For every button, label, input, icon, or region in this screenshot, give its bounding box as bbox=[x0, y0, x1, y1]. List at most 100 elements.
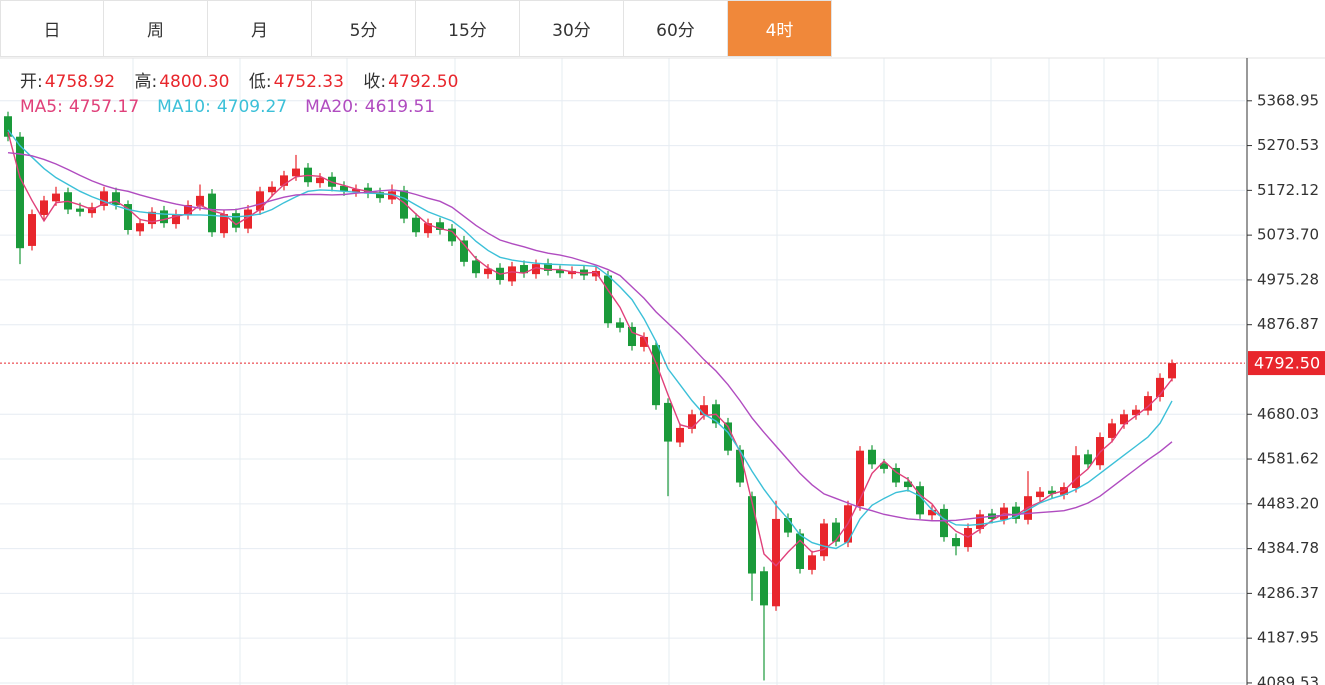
value: 4752.33 bbox=[273, 72, 344, 92]
candle-body bbox=[412, 217, 420, 233]
y-tick-label: 4581.62 bbox=[1257, 450, 1319, 468]
y-tick-label: 4384.78 bbox=[1257, 539, 1319, 557]
candle-body bbox=[532, 264, 540, 275]
period-tab[interactable]: 4时 bbox=[728, 0, 832, 57]
candle-body bbox=[808, 555, 816, 570]
candle-body bbox=[1048, 490, 1056, 494]
candle-body bbox=[376, 192, 384, 199]
label: 低: bbox=[248, 72, 272, 92]
candle-body bbox=[4, 116, 12, 137]
label: 开: bbox=[20, 72, 43, 92]
candle-body bbox=[100, 191, 108, 206]
candle-body bbox=[1072, 455, 1080, 488]
current-price-box bbox=[1248, 351, 1325, 376]
candle-body bbox=[616, 322, 624, 328]
candle-body bbox=[688, 414, 696, 429]
candle-body bbox=[940, 508, 948, 538]
candle-body bbox=[424, 223, 432, 234]
candle-body bbox=[136, 223, 144, 232]
candle-body bbox=[1144, 396, 1152, 411]
candle-body bbox=[232, 213, 240, 228]
candle-body bbox=[544, 263, 552, 271]
ma-value: 4709.27 bbox=[216, 97, 288, 117]
candle-body bbox=[268, 186, 276, 193]
ma-value: 4619.51 bbox=[364, 97, 436, 117]
candle-body bbox=[604, 275, 612, 324]
period-tab[interactable]: 周 bbox=[104, 0, 208, 57]
y-tick-label: 4483.20 bbox=[1257, 494, 1319, 512]
candle-body bbox=[28, 214, 36, 246]
candle-body bbox=[76, 208, 84, 212]
candle-body bbox=[208, 193, 216, 233]
label: 高: bbox=[134, 72, 158, 92]
candle-body bbox=[1012, 506, 1020, 519]
candle-body bbox=[1108, 423, 1116, 438]
candle-body bbox=[556, 270, 564, 274]
y-tick-label: 4187.95 bbox=[1257, 629, 1319, 647]
candle-body bbox=[472, 260, 480, 274]
candle-body bbox=[484, 268, 492, 275]
y-tick-label: 5368.95 bbox=[1257, 91, 1319, 109]
candle-body bbox=[244, 209, 252, 229]
y-tick-label: 5270.53 bbox=[1257, 136, 1319, 154]
candle-body bbox=[196, 195, 204, 206]
candle-body bbox=[736, 449, 744, 483]
candle-body bbox=[148, 211, 156, 225]
candle-body bbox=[436, 222, 444, 230]
y-tick-label: 4876.87 bbox=[1257, 315, 1319, 333]
candle-body bbox=[400, 190, 408, 219]
candle-body bbox=[904, 481, 912, 488]
candle-body bbox=[448, 228, 456, 242]
candle-body bbox=[952, 538, 960, 547]
candle-body bbox=[652, 345, 660, 406]
value: 4758.92 bbox=[44, 72, 116, 92]
period-tab[interactable]: 日 bbox=[0, 0, 104, 57]
ma-label: MA20: bbox=[305, 97, 359, 117]
candle-body bbox=[676, 427, 684, 443]
candle-body bbox=[1120, 414, 1128, 425]
period-tabs: 日周月 5分 15分 30分 60分 4时 bbox=[0, 0, 832, 58]
candle-body bbox=[352, 189, 360, 193]
y-tick-label: 5073.70 bbox=[1257, 226, 1319, 244]
candle-body bbox=[388, 191, 396, 200]
candle-body bbox=[820, 523, 828, 557]
candle-body bbox=[784, 518, 792, 533]
candle-body bbox=[16, 136, 24, 249]
candle-body bbox=[1084, 454, 1092, 465]
period-tab[interactable]: 30分 bbox=[520, 0, 624, 57]
candle-body bbox=[628, 326, 636, 347]
candle-body bbox=[124, 204, 132, 230]
candle-body bbox=[748, 496, 756, 574]
candle-body bbox=[928, 509, 936, 516]
candle-body bbox=[220, 214, 228, 234]
ohlc-row: 开: 4758.92 高: 4800.30 低: 4752.33 收: 4792.50 bbox=[20, 70, 460, 95]
candle-body bbox=[292, 168, 300, 177]
y-tick-label: 5172.12 bbox=[1257, 181, 1319, 199]
y-tick-label: 4286.37 bbox=[1257, 584, 1319, 602]
candle-body bbox=[1168, 363, 1176, 379]
candle-body bbox=[112, 192, 120, 205]
period-tab[interactable]: 月 bbox=[208, 0, 312, 57]
ma-line bbox=[7, 151, 1173, 522]
y-tick-label: 4975.28 bbox=[1257, 270, 1319, 288]
candle-body bbox=[40, 200, 48, 215]
candle-body bbox=[916, 486, 924, 515]
candle-body bbox=[1156, 377, 1164, 397]
candle-body bbox=[184, 204, 192, 215]
candle-body bbox=[1036, 491, 1044, 498]
candle-body bbox=[160, 210, 168, 224]
candle-body bbox=[976, 514, 984, 529]
ma-label: MA10: bbox=[157, 97, 211, 117]
period-tab[interactable]: 15分 bbox=[416, 0, 520, 57]
period-tab[interactable]: 60分 bbox=[624, 0, 728, 57]
ma-line bbox=[7, 131, 1173, 567]
candle-body bbox=[280, 175, 288, 186]
candle-body bbox=[796, 533, 804, 569]
candle-body bbox=[52, 193, 60, 202]
period-tab[interactable]: 5分 bbox=[312, 0, 416, 57]
candle-body bbox=[724, 422, 732, 451]
candle-body bbox=[340, 185, 348, 192]
candle-body bbox=[316, 177, 324, 184]
